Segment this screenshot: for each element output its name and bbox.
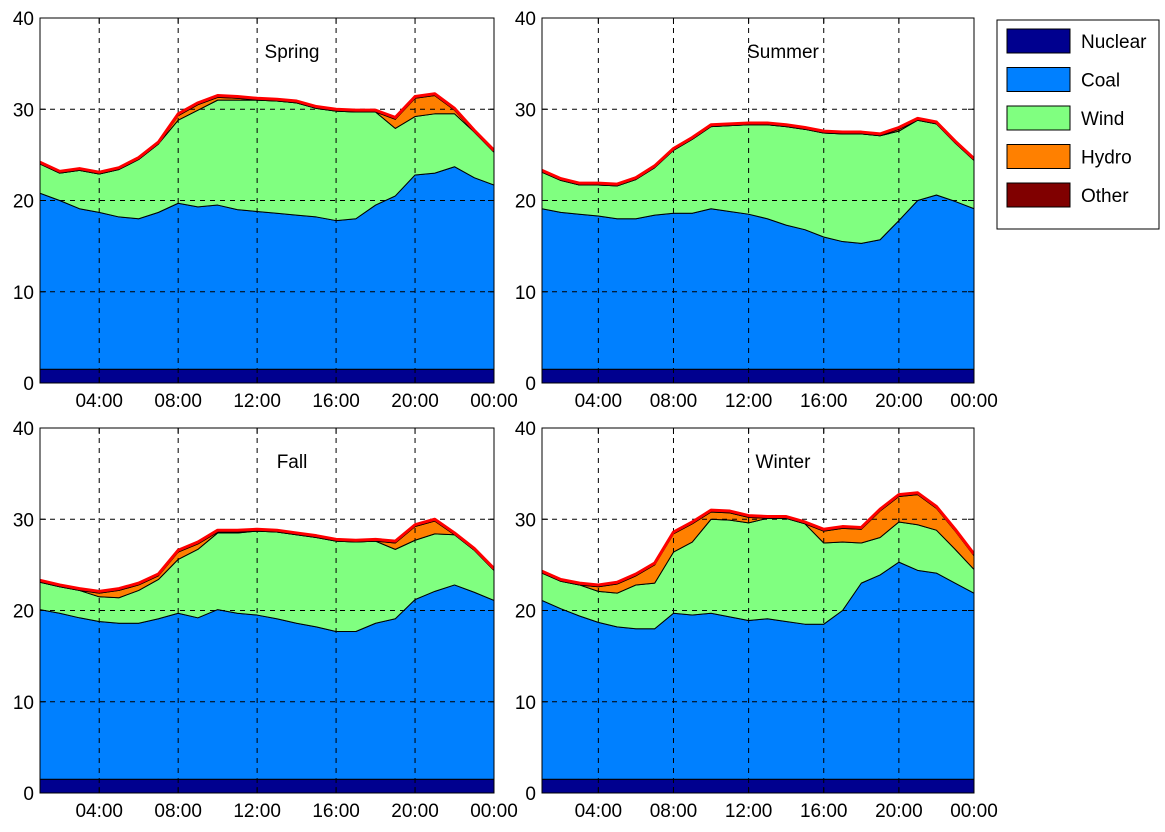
panel-title-fall: Fall: [277, 452, 308, 473]
xtick-label: 12:00: [725, 801, 773, 822]
xtick-label: 12:00: [233, 801, 281, 822]
xtick-label: 00:00: [950, 391, 998, 412]
legend-swatch-hydro: [1006, 144, 1071, 169]
legend-item-other: Other: [1006, 182, 1129, 208]
area-nuclear-winter: [542, 778, 974, 793]
xtick-label: 12:00: [233, 391, 281, 412]
xtick-label: 20:00: [875, 801, 923, 822]
xtick-label: 20:00: [875, 391, 923, 412]
ytick-label: 0: [525, 784, 536, 805]
area-nuclear-summer: [542, 368, 974, 383]
ytick-label: 30: [515, 100, 536, 121]
ytick-label: 10: [13, 283, 34, 304]
xtick-label: 12:00: [725, 391, 773, 412]
legend-label-nuclear: Nuclear: [1081, 32, 1147, 53]
xtick-label: 00:00: [470, 391, 518, 412]
xtick-label: 00:00: [950, 801, 998, 822]
xtick-label: 16:00: [312, 801, 360, 822]
ytick-label: 20: [515, 192, 536, 213]
legend-label-hydro: Hydro: [1081, 148, 1132, 169]
legend-item-wind: Wind: [1006, 105, 1124, 131]
ytick-label: 0: [23, 374, 34, 395]
grid-fall: [40, 428, 494, 793]
legend-swatch-wind: [1006, 105, 1071, 131]
legend-item-nuclear: Nuclear: [1006, 28, 1147, 54]
legend: Nuclear Coal Wind Hydro Other: [996, 19, 1160, 230]
xtick-label: 00:00: [470, 801, 518, 822]
areas-fall: [40, 518, 494, 793]
panel-title-summer: Summer: [747, 42, 819, 63]
xtick-label: 20:00: [391, 801, 439, 822]
xtick-label: 16:00: [800, 391, 848, 412]
xtick-label: 04:00: [75, 391, 123, 412]
xtick-label: 04:00: [75, 801, 123, 822]
legend-item-hydro: Hydro: [1006, 144, 1132, 169]
legend-label-wind: Wind: [1081, 109, 1124, 130]
panel-title-spring: Spring: [265, 42, 320, 63]
ytick-label: 30: [13, 100, 34, 121]
legend-swatch-nuclear: [1006, 28, 1071, 54]
ytick-label: 20: [515, 602, 536, 623]
xtick-label: 04:00: [575, 391, 623, 412]
area-nuclear-fall: [40, 778, 494, 793]
ytick-label: 30: [13, 510, 34, 531]
ytick-label: 30: [515, 510, 536, 531]
areas-winter: [542, 492, 974, 793]
ytick-label: 40: [13, 9, 34, 30]
grid-winter: [542, 428, 974, 793]
total-line-winter: [542, 491, 974, 587]
total-line-summer: [542, 116, 974, 186]
xtick-label: 04:00: [575, 801, 623, 822]
xtick-label: 08:00: [154, 801, 202, 822]
panel-summer: 0 10 20 30 40 04:00 08:00 12:00 16:00 20:00 00:00 S…: [515, 9, 998, 412]
xtick-label: 16:00: [312, 391, 360, 412]
ytick-label: 10: [515, 283, 536, 304]
ytick-label: 40: [515, 9, 536, 30]
panel-spring: 0 10 20 30 40 04:00 08:00 12:00 16:00 20:00 00:00 S…: [13, 9, 518, 412]
legend-swatch-coal: [1006, 67, 1071, 92]
ytick-label: 20: [13, 602, 34, 623]
xtick-label: 08:00: [650, 391, 698, 412]
legend-item-coal: Coal: [1006, 67, 1120, 92]
ytick-label: 10: [515, 693, 536, 714]
ytick-label: 0: [23, 784, 34, 805]
grid-spring: [40, 18, 494, 383]
total-line-spring: [40, 92, 494, 174]
area-coal-summer: [542, 194, 974, 370]
xtick-label: 20:00: [391, 391, 439, 412]
ytick-label: 10: [13, 693, 34, 714]
total-line-fall: [40, 517, 494, 593]
panel-winter: 0 10 20 30 40 04:00 08:00 12:00 16:00 20:00 00:00 W…: [515, 419, 998, 822]
xtick-label: 16:00: [800, 801, 848, 822]
legend-swatch-other: [1006, 182, 1071, 208]
legend-label-coal: Coal: [1081, 71, 1120, 92]
xtick-label: 08:00: [154, 391, 202, 412]
ytick-label: 40: [515, 419, 536, 440]
grid-summer: [542, 18, 974, 383]
panels-group: 0 10 20 30 40 04:00 08:00 12:00 16:00 20:00 00:00 S…: [13, 9, 998, 822]
legend-label-other: Other: [1081, 186, 1129, 207]
panel-title-winter: Winter: [756, 452, 812, 473]
ytick-label: 40: [13, 419, 34, 440]
panel-fall: 0 10 20 30 40 04:00 08:00 12:00 16:00 20:00 00:00 F…: [13, 419, 518, 822]
ytick-label: 20: [13, 192, 34, 213]
xtick-label: 08:00: [650, 801, 698, 822]
ytick-label: 0: [525, 374, 536, 395]
area-nuclear-spring: [40, 368, 494, 383]
